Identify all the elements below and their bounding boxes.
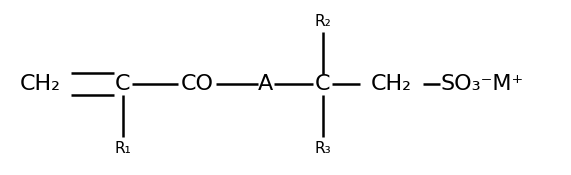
Text: R₂: R₂ [314,13,331,29]
Text: SO₃⁻M⁺: SO₃⁻M⁺ [441,74,524,94]
Text: CO: CO [180,74,214,94]
Text: CH₂: CH₂ [19,74,61,94]
Text: A: A [258,74,273,94]
Text: R₃: R₃ [314,141,331,156]
Text: R₁: R₁ [114,141,131,156]
Text: CH₂: CH₂ [371,74,412,94]
Text: C: C [315,74,331,94]
Text: C: C [115,74,131,94]
